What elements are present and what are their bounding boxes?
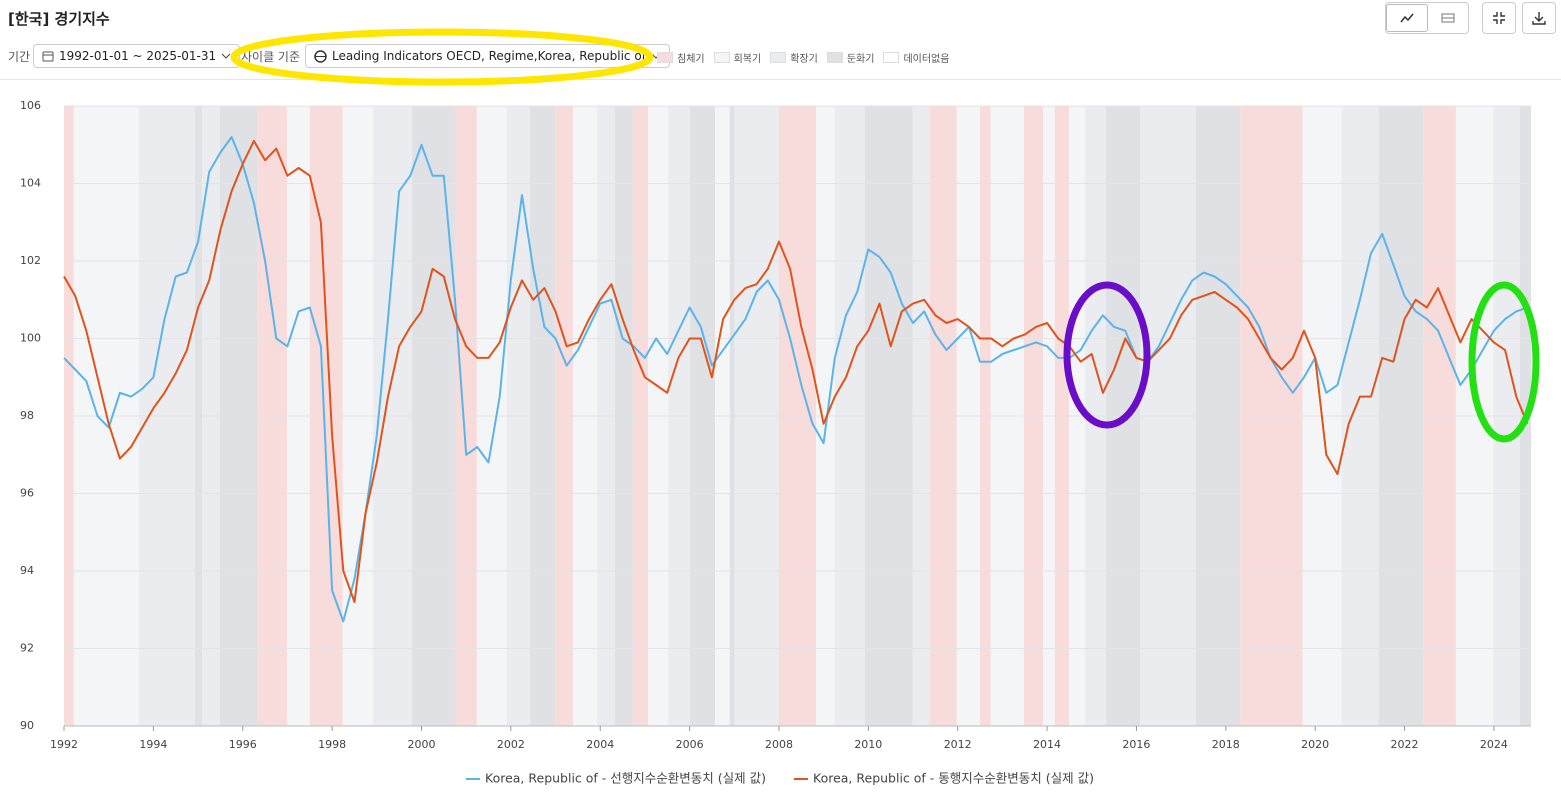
page-title: [한국] 경기지수: [8, 10, 110, 28]
x-tick-label: 2006: [676, 738, 704, 751]
phase-swatch: [657, 52, 673, 63]
x-tick-label: 2018: [1212, 738, 1240, 751]
view-toggle: [1385, 2, 1469, 34]
chevron: [221, 53, 231, 59]
phase-legend-item: 둔화기: [826, 50, 875, 65]
x-tick-label: 2012: [944, 738, 972, 751]
phase-legend-item: 회복기: [713, 50, 762, 65]
y-tick-label: 96: [20, 487, 34, 500]
y-tick-label: 94: [20, 564, 34, 577]
period-label: 기간: [8, 50, 31, 64]
phase-swatch: [826, 52, 843, 63]
legend: Korea, Republic of - 선행지수순환변동치 (실제 값) Kor…: [466, 771, 1094, 786]
phase-label: 둔화기: [846, 54, 875, 65]
cycle-picker[interactable]: Leading Indicators OECD, Regime,Korea, R…: [305, 44, 670, 68]
x-tick-label: 2002: [497, 738, 525, 751]
cycle-value: Leading Indicators OECD, Regime,Korea, R…: [332, 49, 646, 63]
x-tick-label: 2020: [1301, 738, 1329, 751]
y-tick-label: 98: [20, 409, 34, 422]
legend-label: Korea, Republic of - 동행지수순환변동치 (실제 값): [813, 771, 1094, 786]
y-tick-label: 92: [20, 642, 34, 655]
phase-legend-item: 데이터없음: [883, 50, 949, 65]
chart-view-button[interactable]: [1386, 4, 1428, 32]
series-line: [63, 139, 1529, 603]
x-tick-label: 1994: [139, 738, 167, 751]
phase-swatch: [770, 52, 787, 63]
phase-swatch: [713, 52, 730, 63]
y-tick-label: 102: [20, 254, 41, 267]
x-tick-label: 1996: [229, 738, 257, 751]
series-line: [63, 136, 1528, 623]
phase-label: 데이터없음: [903, 54, 950, 65]
download-button[interactable]: [1522, 2, 1556, 34]
x-tick-label: 2000: [407, 738, 435, 751]
phase-label: 확장기: [790, 54, 818, 65]
legend-label: Korea, Republic of - 선행지수순환변동치 (실제 값): [485, 771, 766, 786]
x-tick-label: 2024: [1480, 738, 1508, 751]
calendar-icon: [42, 51, 54, 62]
phase-legend-item: 침체기: [657, 50, 705, 65]
table-view-button[interactable]: [1428, 5, 1468, 31]
grid: 90 92 94 96 98 100 102 104 106 1992 1994 1996 1998 20…: [20, 99, 1531, 751]
collapse-button[interactable]: [1482, 2, 1516, 34]
phase-legend-item: 확장기: [770, 50, 818, 65]
x-tick-label: 2022: [1391, 738, 1419, 751]
cycle-label: 사이클 기준: [241, 50, 301, 64]
phase-legend: 침체기 회복기 확장기 둔화기 데이터없음: [657, 50, 949, 65]
x-tick-label: 2016: [1122, 738, 1150, 751]
x-tick-label: 1992: [50, 738, 78, 751]
globe-icon: [314, 49, 327, 63]
period-value: 1992-01-01 ~ 2025-01-31: [59, 49, 217, 63]
x-tick-label: 2004: [586, 738, 614, 751]
lines: [63, 136, 1529, 623]
phase-label: 침체기: [677, 54, 705, 65]
x-tick-label: 2008: [765, 738, 793, 751]
phase-swatch: [883, 52, 900, 63]
phase-label: 회복기: [733, 54, 762, 65]
x-tick-label: 2010: [854, 738, 882, 751]
y-tick-label: 106: [20, 99, 41, 112]
y-tick-label: 90: [20, 719, 34, 732]
y-tick-label: 100: [20, 332, 41, 345]
x-tick-label: 1998: [318, 738, 346, 751]
period-picker[interactable]: 1992-01-01 ~ 2025-01-31: [33, 44, 241, 68]
x-tick-label: 2014: [1033, 738, 1061, 751]
y-tick-label: 104: [20, 177, 41, 190]
